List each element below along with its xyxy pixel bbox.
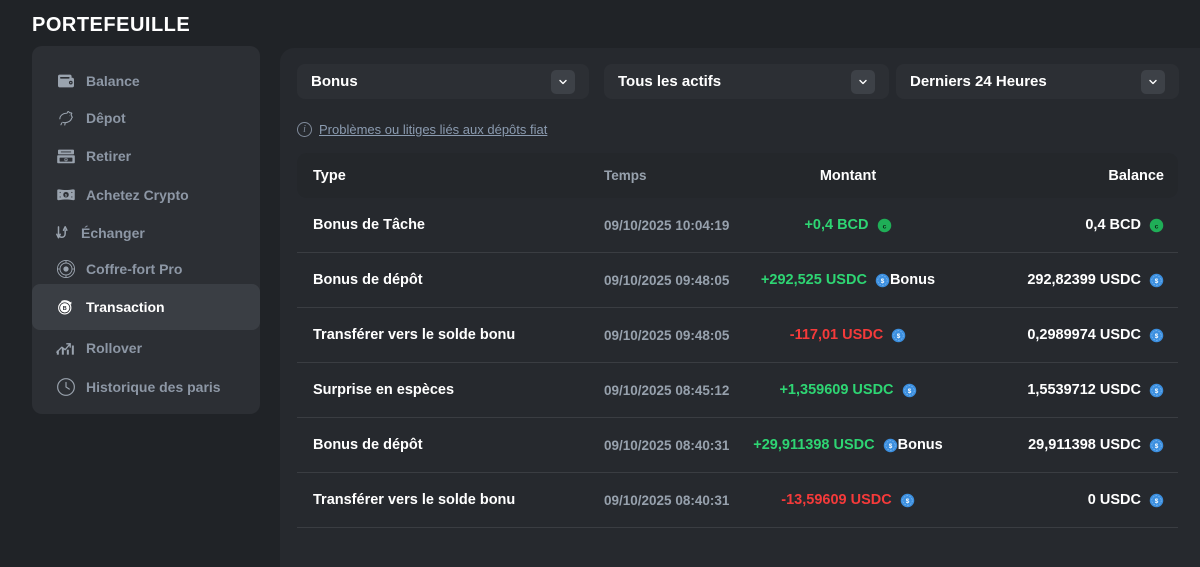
- svg-text:$: $: [1155, 278, 1159, 285]
- svg-text:c: c: [882, 223, 886, 230]
- svg-text:$: $: [1155, 333, 1159, 340]
- svg-text:$: $: [1155, 498, 1159, 505]
- svg-text:$: $: [65, 194, 67, 198]
- svg-text:$: $: [897, 333, 901, 340]
- svg-text:c: c: [1155, 223, 1159, 230]
- svg-text:$: $: [1155, 443, 1159, 450]
- svg-text:$: $: [1155, 388, 1159, 395]
- svg-text:$: $: [881, 278, 885, 285]
- svg-text:$: $: [888, 443, 892, 450]
- svg-text:B: B: [63, 306, 67, 312]
